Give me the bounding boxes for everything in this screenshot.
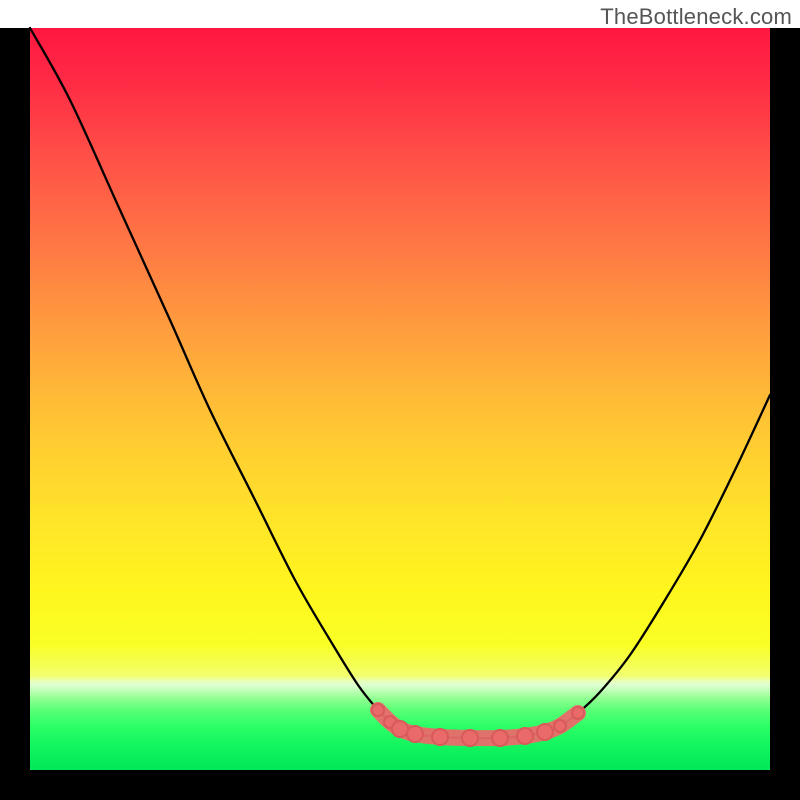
marker-point bbox=[372, 704, 384, 716]
marker-point bbox=[392, 721, 408, 737]
watermark-label: TheBottleneck.com bbox=[600, 4, 792, 30]
marker-point bbox=[517, 728, 533, 744]
marker-point bbox=[432, 729, 448, 745]
heatmap-background bbox=[30, 28, 770, 770]
marker-point bbox=[572, 707, 584, 719]
frame-bottom bbox=[0, 770, 800, 800]
frame-right bbox=[770, 28, 800, 800]
frame-left bbox=[0, 28, 30, 800]
bottleneck-chart bbox=[0, 0, 800, 800]
marker-point bbox=[537, 724, 553, 740]
marker-point bbox=[554, 720, 566, 732]
marker-point bbox=[407, 726, 423, 742]
marker-point bbox=[492, 730, 508, 746]
chart-container: TheBottleneck.com bbox=[0, 0, 800, 800]
marker-point bbox=[462, 730, 478, 746]
